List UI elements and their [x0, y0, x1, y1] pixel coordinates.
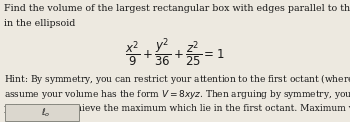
Text: points which achieve the maximum which lie in the first octant. Maximum volume:: points which achieve the maximum which l…: [4, 104, 350, 113]
FancyBboxPatch shape: [5, 104, 79, 121]
Text: Find the volume of the largest rectangular box with edges parallel to the axes t: Find the volume of the largest rectangul…: [4, 4, 350, 13]
Text: $\dfrac{x^2}{9} + \dfrac{y^2}{36} + \dfrac{z^2}{25} = 1$: $\dfrac{x^2}{9} + \dfrac{y^2}{36} + \dfr…: [125, 37, 225, 69]
Text: in the ellipsoid: in the ellipsoid: [4, 19, 76, 28]
Text: $\ell_o$: $\ell_o$: [41, 107, 50, 119]
Text: Hint: By symmetry, you can restrict your attention to the first octant (where $x: Hint: By symmetry, you can restrict your…: [4, 72, 350, 86]
Text: assume your volume has the form $V = 8xyz$. Then arguing by symmetry, you need o: assume your volume has the form $V = 8xy…: [4, 88, 350, 101]
